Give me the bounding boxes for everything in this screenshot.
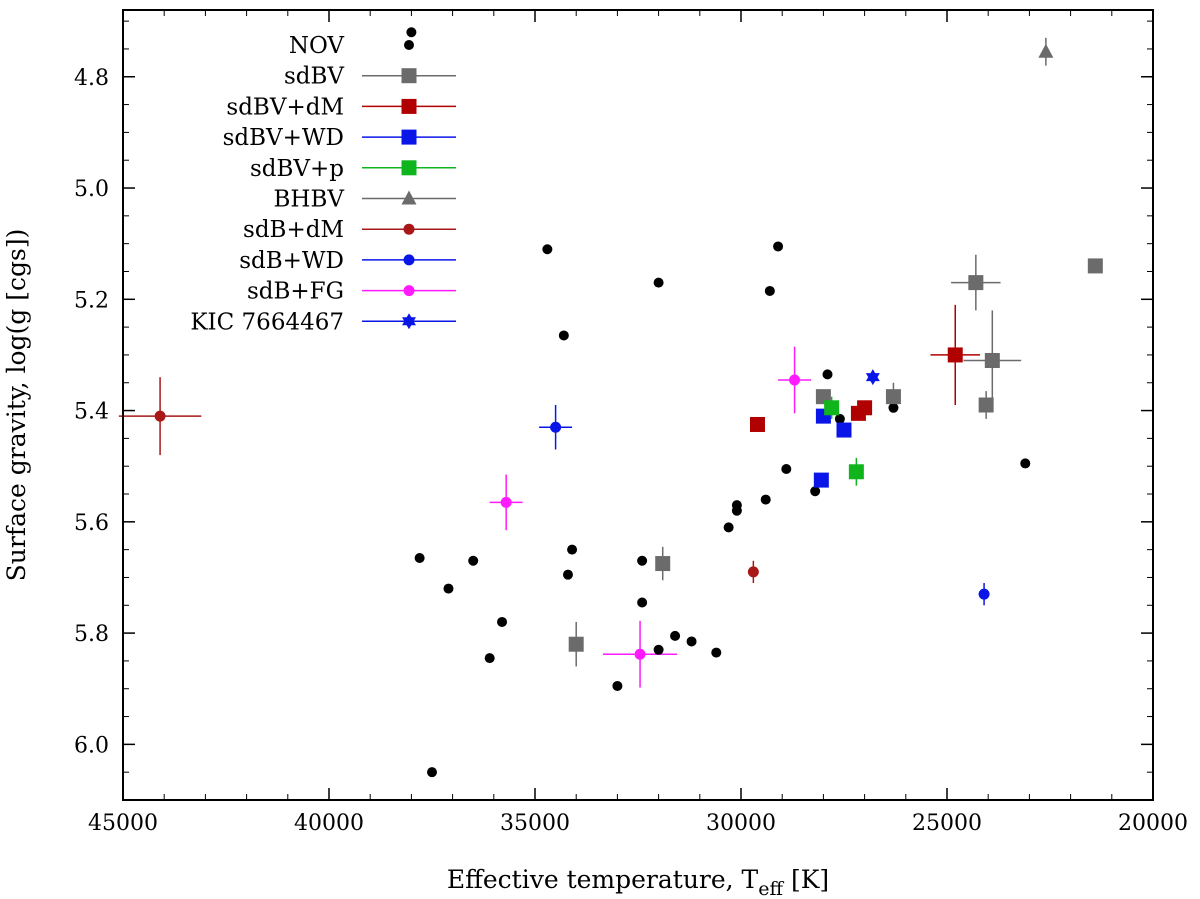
sdb-wd-point (978, 588, 990, 600)
legend-marker-sdb-dm (403, 223, 415, 235)
nov-point (443, 583, 454, 594)
star-down (865, 373, 880, 386)
legend-label-sdbv-dm: sdBV+dM (226, 94, 344, 120)
nov-point (468, 555, 479, 566)
y-tick-label: 5.2 (74, 288, 109, 313)
x-tick-label: 45000 (88, 811, 158, 836)
legend-marker-sdb-wd (403, 254, 415, 266)
y-tick-label: 5.8 (74, 622, 109, 647)
nov-point (764, 285, 775, 296)
legend-label-sdb-dm: sdB+dM (243, 217, 344, 243)
x-tick-label: 40000 (294, 811, 364, 836)
legend-label-sdb-wd: sdB+WD (239, 248, 344, 274)
nov-point (723, 522, 734, 533)
legend-label-sdbv-wd: sdBV+WD (223, 125, 344, 151)
sdbv-dm-point (947, 347, 963, 363)
sdbv-point (984, 352, 1000, 368)
sdbv-point (885, 389, 901, 405)
sdbv-dm-point (749, 416, 765, 432)
y-tick-label: 4.8 (74, 66, 109, 91)
legend-label-bhbv: BHBV (274, 187, 345, 213)
legend: NOV sdBV sdBV+dM sdBV+WD sdBV+p BHBV sdB+dM sdB… (190, 33, 456, 335)
nov-point (1020, 458, 1031, 469)
y-tick-label: 5.4 (74, 400, 109, 425)
nov-point (653, 277, 664, 288)
sdb-fg-point (634, 648, 646, 660)
legend-label-sdbv-p: sdBV+p (250, 156, 344, 182)
nov-point (670, 630, 681, 641)
legend-marker-sdb-fg (403, 285, 415, 297)
sdbv-p-point (824, 400, 840, 416)
sdb-dm-point (154, 410, 166, 422)
kic-7664467-point (865, 369, 880, 386)
sdbv-point (968, 275, 984, 291)
star-down (402, 317, 416, 330)
legend-label-sdb-fg: sdB+FG (247, 279, 344, 305)
sdbv-wd-point (813, 472, 829, 488)
nov-point (822, 369, 833, 380)
nov-point (612, 680, 623, 691)
nov-point (760, 494, 771, 505)
plot-frame (122, 9, 1154, 801)
sdbv-point (1087, 258, 1103, 274)
nov-point (567, 544, 578, 555)
nov-point (773, 241, 784, 252)
nov-point (542, 244, 553, 255)
legend-marker-sdbv-dm (401, 98, 417, 114)
sdb-dm-point (747, 566, 759, 578)
data-points-layer (154, 27, 1103, 778)
legend-marker-nov (404, 40, 414, 50)
nov-point (888, 402, 899, 413)
nov-point (653, 644, 664, 655)
x-axis-label: Effective temperature, Teff [K] (447, 865, 829, 899)
nov-point (414, 552, 425, 563)
legend-marker-sdbv (401, 68, 417, 84)
nov-point (637, 555, 648, 566)
nov-point (731, 505, 742, 516)
x-tick-label: 25000 (912, 811, 982, 836)
legend-marker-bhbv (401, 190, 417, 205)
x-tick-label: 35000 (500, 811, 570, 836)
x-tick-label: 20000 (1118, 811, 1188, 836)
sdb-fg-point (500, 496, 512, 508)
sdbv-dm-point (850, 405, 866, 421)
x-axis-label-sub: eff (758, 878, 784, 899)
sdbv-point (978, 397, 994, 413)
sdbv-p-point (848, 464, 864, 480)
nov-point (637, 597, 648, 608)
nov-point (558, 330, 569, 341)
sdbv-point (655, 556, 671, 572)
y-tick-label: 5.0 (74, 177, 109, 202)
x-axis-label-main: Effective temperature, T (447, 865, 759, 894)
axes-layer (122, 9, 1154, 801)
legend-label-kic-7664467: KIC 7664467 (190, 309, 344, 335)
sdbv-wd-point (836, 422, 852, 438)
sdb-fg-point (789, 374, 801, 386)
x-axis-label-unit: [K] (783, 865, 829, 894)
legend-marker-sdbv-p (401, 160, 417, 176)
nov-point (711, 647, 722, 658)
legend-label-sdbv: sdBV (284, 64, 344, 90)
y-tick-label: 6.0 (74, 733, 109, 758)
bhbv-point (1038, 43, 1054, 58)
nov-point (834, 413, 845, 424)
x-tick-label: 30000 (706, 811, 776, 836)
nov-point (427, 767, 437, 778)
legend-label-nov: NOV (289, 33, 345, 59)
nov-point (497, 616, 508, 627)
ticks-layer: 45000 40000 35000 30000 25000 20000 4.8 5.0 5.2 5… (74, 10, 1188, 836)
y-axis-label: Surface gravity, log(g [cgs]) (2, 229, 31, 582)
nov-point (686, 636, 697, 647)
nov-point (406, 27, 417, 38)
legend-marker-kic-7664467 (402, 313, 416, 330)
sdbv-point (568, 636, 584, 652)
nov-point (781, 463, 792, 474)
sdb-wd-point (550, 421, 562, 433)
nov-point (810, 486, 821, 497)
y-tick-label: 5.6 (74, 511, 109, 536)
nov-point (484, 653, 495, 664)
legend-marker-sdbv-wd (401, 129, 417, 145)
nov-point (562, 569, 573, 580)
